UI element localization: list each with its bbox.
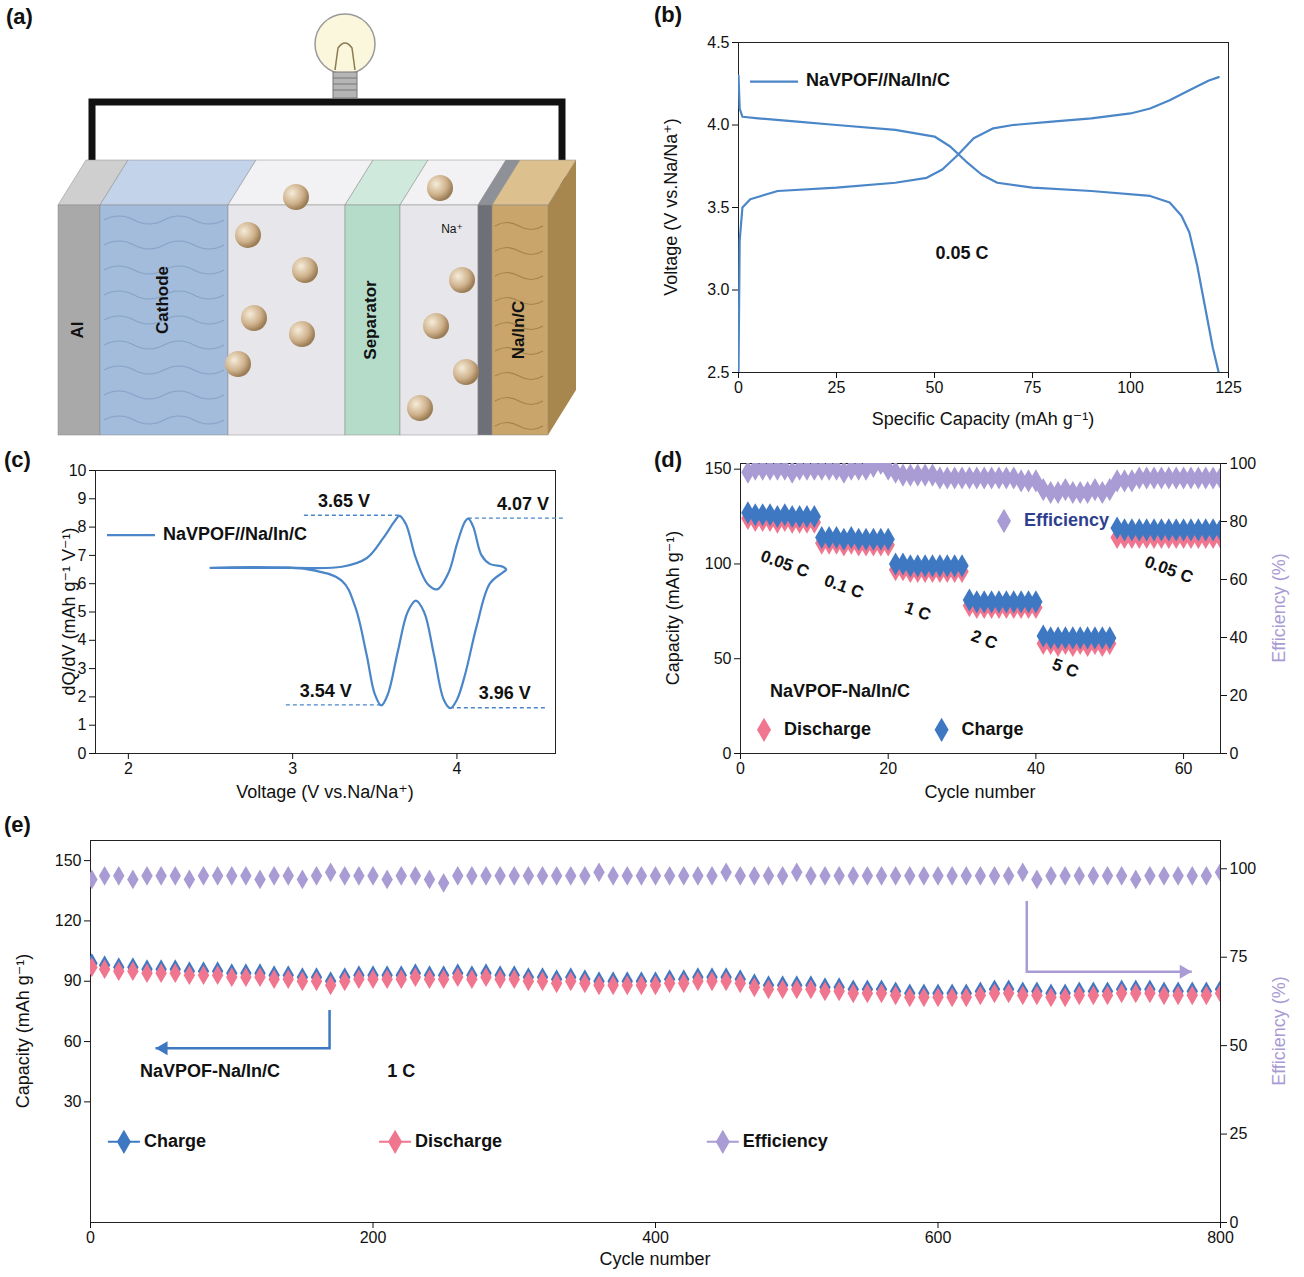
svg-text:4: 4 — [452, 760, 461, 777]
svg-text:Efficiency (%): Efficiency (%) — [1269, 553, 1289, 663]
svg-text:2.5: 2.5 — [707, 364, 729, 381]
svg-text:Charge: Charge — [962, 719, 1024, 739]
svg-text:60: 60 — [64, 1033, 82, 1050]
svg-text:0: 0 — [723, 745, 732, 762]
svg-text:10: 10 — [69, 462, 87, 479]
svg-text:3: 3 — [78, 660, 87, 677]
svg-text:5 C: 5 C — [1050, 655, 1081, 682]
svg-text:Efficiency (%): Efficiency (%) — [1269, 976, 1289, 1086]
svg-text:3.0: 3.0 — [707, 281, 729, 298]
svg-text:9: 9 — [78, 490, 87, 507]
svg-text:1 C: 1 C — [387, 1061, 415, 1081]
svg-text:NaVPOF//Na/In/C: NaVPOF//Na/In/C — [806, 70, 950, 90]
svg-text:40: 40 — [1027, 760, 1045, 777]
svg-text:0: 0 — [78, 745, 87, 762]
svg-text:dQ/dV (mAh g⁻¹ V⁻¹): dQ/dV (mAh g⁻¹ V⁻¹) — [59, 527, 79, 695]
svg-text:7: 7 — [78, 547, 87, 564]
svg-text:Na⁺: Na⁺ — [441, 222, 463, 236]
svg-text:4: 4 — [78, 631, 87, 648]
svg-text:4.0: 4.0 — [707, 116, 729, 133]
svg-text:Separator: Separator — [361, 280, 380, 360]
svg-text:Charge: Charge — [144, 1131, 206, 1151]
svg-text:2 C: 2 C — [969, 626, 1000, 653]
svg-text:5: 5 — [78, 603, 87, 620]
svg-text:Discharge: Discharge — [784, 719, 871, 739]
svg-text:1: 1 — [78, 716, 87, 733]
svg-text:90: 90 — [64, 972, 82, 989]
svg-text:Efficiency: Efficiency — [1024, 510, 1109, 530]
svg-text:60: 60 — [1175, 760, 1193, 777]
svg-text:50: 50 — [926, 379, 944, 396]
svg-text:4.5: 4.5 — [707, 34, 729, 51]
svg-text:50: 50 — [714, 650, 732, 667]
svg-text:NaVPOF-Na/In/C: NaVPOF-Na/In/C — [140, 1061, 280, 1081]
svg-text:120: 120 — [55, 912, 82, 929]
svg-text:Na/In/C: Na/In/C — [509, 301, 528, 360]
svg-text:Capacity (mAh g⁻¹): Capacity (mAh g⁻¹) — [663, 531, 683, 686]
html-text:(d): (d) — [654, 447, 683, 472]
svg-text:600: 600 — [925, 1229, 952, 1246]
svg-text:150: 150 — [55, 852, 82, 869]
svg-text:Capacity (mAh g⁻¹): Capacity (mAh g⁻¹) — [13, 954, 33, 1109]
svg-text:0: 0 — [1230, 1214, 1239, 1231]
svg-text:100: 100 — [1117, 379, 1144, 396]
svg-text:NaVPOF//Na/In/C: NaVPOF//Na/In/C — [163, 524, 307, 544]
svg-text:0: 0 — [736, 760, 745, 777]
svg-text:3.96 V: 3.96 V — [479, 683, 531, 703]
svg-text:8: 8 — [78, 518, 87, 535]
svg-text:0: 0 — [86, 1229, 95, 1246]
svg-text:30: 30 — [64, 1093, 82, 1110]
svg-text:0.05 C: 0.05 C — [758, 546, 812, 581]
svg-text:20: 20 — [879, 760, 897, 777]
svg-text:80: 80 — [1230, 513, 1248, 530]
svg-text:0.1 C: 0.1 C — [822, 571, 867, 603]
svg-text:2: 2 — [78, 688, 87, 705]
html-text:(b): (b) — [654, 2, 683, 27]
svg-text:0: 0 — [734, 379, 743, 396]
svg-text:60: 60 — [1230, 571, 1248, 588]
svg-text:75: 75 — [1230, 948, 1248, 965]
svg-text:Efficiency: Efficiency — [743, 1131, 828, 1151]
svg-text:Discharge: Discharge — [415, 1131, 502, 1151]
svg-text:25: 25 — [828, 379, 846, 396]
svg-text:3.65 V: 3.65 V — [318, 491, 370, 511]
svg-text:75: 75 — [1024, 379, 1042, 396]
svg-text:Al: Al — [68, 322, 87, 339]
svg-text:NaVPOF-Na/In/C: NaVPOF-Na/In/C — [770, 681, 910, 701]
svg-text:Specific Capacity (mAh g⁻¹): Specific Capacity (mAh g⁻¹) — [872, 409, 1095, 429]
svg-text:200: 200 — [360, 1229, 387, 1246]
svg-text:1 C: 1 C — [902, 598, 933, 625]
svg-text:20: 20 — [1230, 687, 1248, 704]
svg-text:150: 150 — [705, 460, 732, 477]
svg-text:Voltage (V vs.Na/Na⁺): Voltage (V vs.Na/Na⁺) — [661, 118, 681, 296]
svg-text:2: 2 — [124, 760, 133, 777]
svg-text:3.54 V: 3.54 V — [300, 681, 352, 701]
svg-text:125: 125 — [1215, 379, 1242, 396]
svg-text:100: 100 — [1230, 455, 1257, 472]
html-text:(a): (a) — [6, 4, 33, 29]
svg-text:0.05 C: 0.05 C — [1142, 552, 1196, 587]
svg-text:Cathode: Cathode — [153, 266, 172, 334]
svg-text:100: 100 — [1230, 860, 1257, 877]
svg-text:6: 6 — [78, 575, 87, 592]
svg-text:50: 50 — [1230, 1037, 1248, 1054]
svg-text:100: 100 — [705, 555, 732, 572]
svg-text:25: 25 — [1230, 1125, 1248, 1142]
svg-text:Cycle number: Cycle number — [924, 782, 1035, 802]
svg-text:800: 800 — [1207, 1229, 1234, 1246]
svg-text:3.5: 3.5 — [707, 199, 729, 216]
svg-text:400: 400 — [642, 1229, 669, 1246]
svg-text:Voltage (V vs.Na/Na⁺): Voltage (V vs.Na/Na⁺) — [236, 782, 414, 802]
svg-text:4.07 V: 4.07 V — [497, 494, 549, 514]
html-text:(e): (e) — [4, 812, 31, 837]
svg-text:3: 3 — [288, 760, 297, 777]
svg-text:0.05 C: 0.05 C — [935, 243, 988, 263]
svg-text:0: 0 — [1230, 745, 1239, 762]
svg-text:Cycle number: Cycle number — [599, 1249, 710, 1269]
html-text:(c): (c) — [4, 447, 31, 472]
svg-text:40: 40 — [1230, 629, 1248, 646]
